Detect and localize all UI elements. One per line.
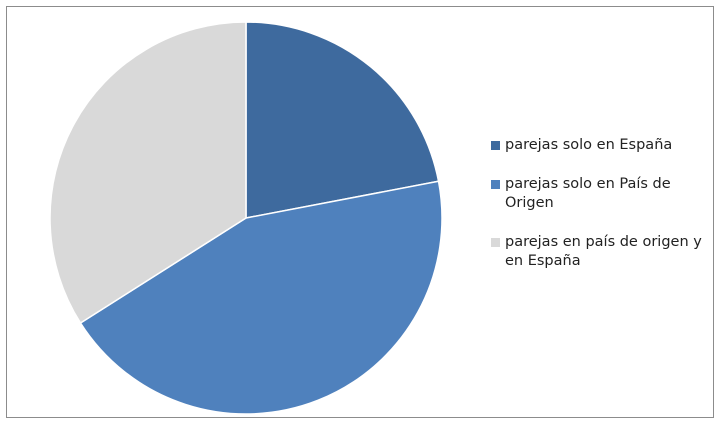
legend-label-pais-origen: parejas solo en País de Origen — [505, 176, 671, 211]
pie-slice-espana — [245, 21, 440, 219]
legend-label-espana: parejas solo en España — [505, 137, 673, 153]
pie-slice-pais-origen — [79, 180, 443, 415]
legend-item-espana: parejas solo en España — [491, 136, 717, 155]
legend-label-ambos: parejas en país de origen y en España — [505, 234, 702, 269]
legend-swatch-espana — [491, 141, 500, 150]
legend-swatch-ambos — [491, 238, 500, 247]
legend-item-pais-origen: parejas solo en País de Origen — [491, 175, 717, 213]
legend-swatch-pais-origen — [491, 180, 500, 189]
pie-slice-ambos — [49, 21, 247, 325]
legend-item-ambos: parejas en país de origen y en España — [491, 233, 717, 271]
legend: parejas solo en España parejas solo en P… — [491, 136, 717, 271]
pie-slices — [49, 21, 443, 415]
